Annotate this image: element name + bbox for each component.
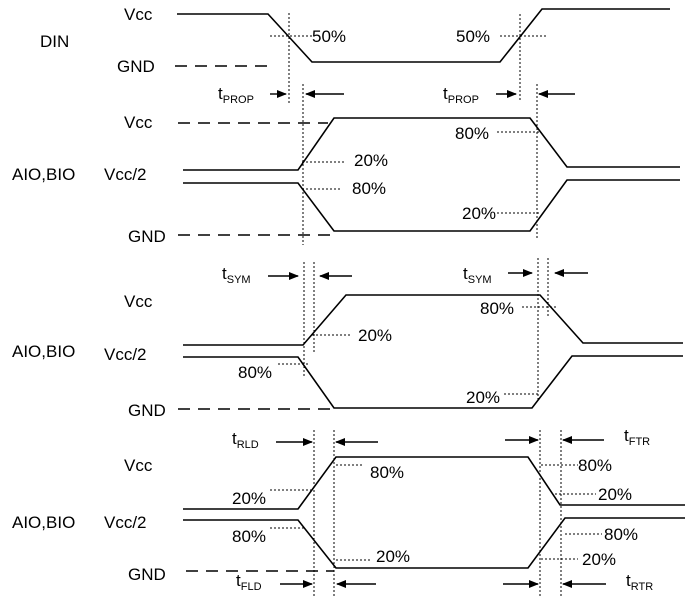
s2-vcc-half-label: Vcc/2 (104, 165, 147, 184)
trtr-label: tRTR (626, 571, 653, 593)
s3-vcc-half-label: Vcc/2 (104, 345, 147, 364)
s4-upper-waveform (183, 456, 685, 510)
tftr-label: tFTR (624, 426, 650, 448)
din-label: DIN (40, 32, 69, 51)
s2-20-label-right: 20% (462, 204, 496, 223)
s4-80-label-right-lower: 80% (604, 525, 638, 544)
s2-80-label-right: 80% (455, 124, 489, 143)
aio-bio-3-label: AIO,BIO (12, 513, 75, 532)
s4-80-label-left: 80% (370, 463, 404, 482)
s3-lower-waveform (183, 355, 683, 409)
s4-20-label-right: 20% (598, 485, 632, 504)
s2-lower-waveform (183, 179, 680, 232)
din-50-label-right: 50% (456, 27, 490, 46)
s3-upper-waveform (183, 294, 683, 346)
trld-tftr-annotations: tRLD tFTR (232, 426, 650, 451)
tfld-trtr-annotations: tFLD tRTR (236, 571, 653, 593)
s4-20-label-left: 20% (232, 489, 266, 508)
s3-80-label-right: 80% (480, 299, 514, 318)
tsym-right-label: tSYM (463, 264, 492, 286)
aio-bio-1-label: AIO,BIO (12, 165, 75, 184)
s3-80-label-left: 80% (238, 363, 272, 382)
tprop-left-label: tPROP (218, 84, 254, 106)
s4-80-label-left-lower: 80% (232, 527, 266, 546)
din-vcc-label: Vcc (124, 5, 153, 24)
s4-20-label-left-lower: 20% (376, 547, 410, 566)
s3-20-label-right: 20% (466, 388, 500, 407)
s3-gnd-label: GND (128, 401, 166, 420)
s2-gnd-label: GND (128, 227, 166, 246)
s4-gnd-label: GND (128, 565, 166, 584)
s3-vcc-label: Vcc (124, 292, 153, 311)
s4-20-label-right-lower: 20% (582, 550, 616, 569)
din-section: DIN Vcc GND 50% 50% (40, 5, 670, 76)
trld-label: tRLD (232, 429, 259, 451)
tprop-right-label: tPROP (443, 84, 479, 106)
vertical-guides (288, 13, 562, 596)
s3-20-label-left: 20% (358, 326, 392, 345)
aio-bio-section-3: Vcc AIO,BIO Vcc/2 GND 20% 80% 80% 20% 80… (12, 456, 685, 584)
s4-vcc-half-label: Vcc/2 (104, 513, 147, 532)
s2-upper-waveform (183, 117, 680, 171)
aio-bio-2-label: AIO,BIO (12, 342, 75, 361)
s4-80-label-right: 80% (578, 456, 612, 475)
tsym-left-label: tSYM (222, 264, 251, 286)
tsym-annotations: tSYM tSYM (222, 264, 588, 286)
tprop-annotations: tPROP tPROP (218, 84, 575, 106)
aio-bio-section-1: AIO,BIO Vcc Vcc/2 GND 20% 80% 80% 20% (12, 113, 680, 246)
s4-lower-waveform (183, 517, 685, 569)
s2-vcc-label: Vcc (124, 113, 153, 132)
aio-bio-section-2: Vcc AIO,BIO Vcc/2 GND 20% 80% 80% 20% (12, 292, 683, 420)
din-waveform (177, 8, 670, 63)
s4-vcc-label: Vcc (124, 456, 153, 475)
s2-80-label-left: 80% (352, 179, 386, 198)
s2-20-label-left: 20% (354, 151, 388, 170)
tfld-label: tFLD (236, 571, 262, 593)
din-50-label-left: 50% (312, 27, 346, 46)
din-gnd-label: GND (117, 57, 155, 76)
